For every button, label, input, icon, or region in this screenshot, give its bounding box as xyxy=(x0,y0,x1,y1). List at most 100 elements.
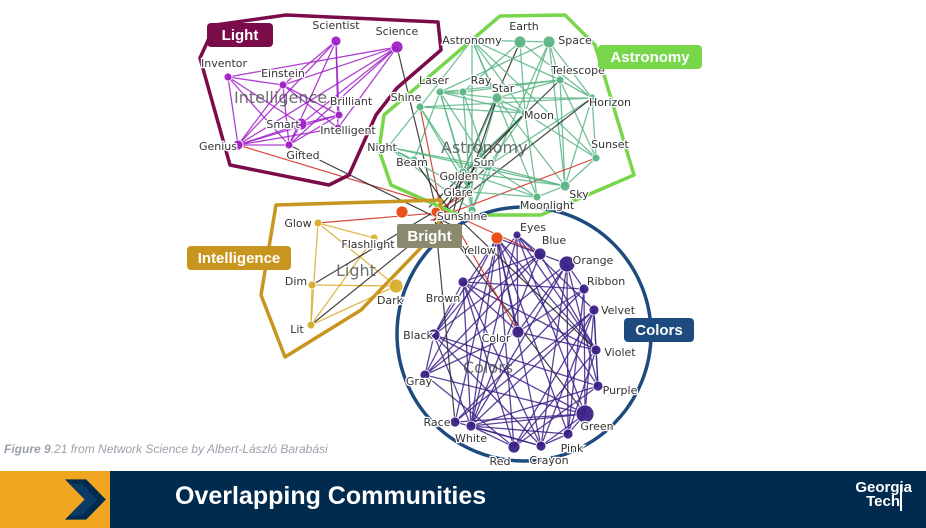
network-edge xyxy=(424,331,519,376)
node-black xyxy=(427,328,441,342)
node-label-smart: Smart xyxy=(266,118,300,131)
network-edge xyxy=(439,91,489,167)
network-edge xyxy=(387,146,471,193)
astronomy-community-tag: Astronomy xyxy=(598,45,702,69)
node-label-shine: Shine xyxy=(391,91,422,104)
node-label-blue: Blue xyxy=(542,234,567,247)
network-edge xyxy=(462,171,566,187)
overlap-node xyxy=(430,206,442,218)
node-label-science: Science xyxy=(376,25,419,38)
network-edge xyxy=(310,285,397,326)
network-edge xyxy=(496,79,561,99)
network-edge xyxy=(387,146,566,187)
node-smart xyxy=(294,117,308,131)
node-label-earth: Earth xyxy=(509,20,539,33)
network-edge xyxy=(471,39,550,43)
node-race xyxy=(449,416,461,428)
network-edge xyxy=(539,253,597,351)
node-moon xyxy=(520,108,530,118)
node-green xyxy=(575,404,595,424)
node-label-beam: Beam xyxy=(396,156,428,169)
cross-community-edge xyxy=(455,225,519,333)
network-edge xyxy=(470,309,595,427)
node-label-flashlight: Flashlight xyxy=(341,238,395,251)
intelligence-community-tag: Intelligence xyxy=(187,246,291,270)
network-edge xyxy=(439,41,550,93)
cross-community-edge xyxy=(439,220,586,415)
figure-caption: Figure 9.21 from Network Science by Albe… xyxy=(4,442,328,456)
node-sun xyxy=(482,160,494,172)
node-pink xyxy=(562,428,574,440)
network-edge xyxy=(424,237,498,376)
node-label-sky: Sky xyxy=(569,188,589,201)
network-edge xyxy=(564,97,593,187)
network-edge xyxy=(496,237,568,265)
network-edge xyxy=(462,281,585,290)
network-edge xyxy=(387,106,421,148)
network-edge xyxy=(227,46,398,78)
network-edge xyxy=(424,334,435,376)
node-label-brown: Brown xyxy=(426,292,461,305)
network-edge xyxy=(548,41,561,81)
node-laser xyxy=(435,87,445,97)
network-edge xyxy=(524,112,538,198)
node-crayon xyxy=(535,440,547,452)
network-edge xyxy=(519,41,593,99)
node-gray xyxy=(419,369,431,381)
node-inventor xyxy=(223,72,233,82)
node-label-black: Black xyxy=(403,329,433,342)
network-edge xyxy=(470,425,569,435)
node-label-pink: Pink xyxy=(561,442,584,455)
network-edge xyxy=(470,263,568,427)
colors-community-tag: Colors xyxy=(624,318,694,342)
node-beam xyxy=(409,155,419,165)
cross-community-edge xyxy=(311,210,437,286)
node-label-crayon: Crayon xyxy=(529,454,568,467)
network-edge xyxy=(517,288,585,333)
node-night xyxy=(383,142,393,152)
node-star xyxy=(491,92,503,104)
node-red xyxy=(507,440,521,454)
network-edge xyxy=(237,123,302,146)
cross-community-edge xyxy=(317,212,438,224)
network-edge xyxy=(227,76,302,125)
network-edge xyxy=(237,40,337,146)
cross-community-edge xyxy=(456,216,597,351)
node-label-genius: Genius xyxy=(199,140,237,153)
node-horizon xyxy=(587,93,597,103)
node-label-red: Red xyxy=(490,455,511,468)
node-sunset xyxy=(591,153,601,163)
cross-community-edge xyxy=(434,221,456,423)
network-edge xyxy=(471,39,597,159)
network-edge xyxy=(439,91,498,99)
slide-title: Overlapping Communities xyxy=(175,482,487,510)
node-white xyxy=(465,420,477,432)
node-eyes xyxy=(512,230,522,240)
node-label-glare: Glare xyxy=(443,186,473,199)
node-color xyxy=(511,325,525,339)
network-edge xyxy=(337,46,398,129)
svg-text:Intelligence: Intelligence xyxy=(198,250,281,267)
network-edge xyxy=(469,191,538,198)
node-label-astronomy: Astronomy xyxy=(442,34,502,47)
node-label-sunset: Sunset xyxy=(591,138,629,151)
node-brilliant xyxy=(334,110,344,120)
network-edge xyxy=(564,157,597,187)
network-edge xyxy=(433,334,586,415)
node-label-green: Green xyxy=(580,420,613,433)
network-edge xyxy=(310,284,313,326)
network-edge xyxy=(310,222,319,326)
network-edge xyxy=(433,234,518,336)
node-telescope xyxy=(555,75,565,85)
astronomy-community-outline xyxy=(377,13,636,217)
network-edge xyxy=(310,237,375,326)
network-edge xyxy=(237,127,339,146)
network-edge xyxy=(387,146,473,211)
network-edge xyxy=(470,237,498,427)
network-edge xyxy=(454,237,498,423)
network-edge xyxy=(567,288,585,435)
node-sunshine xyxy=(467,205,477,215)
network-edge xyxy=(548,41,593,99)
network-edge xyxy=(487,112,526,167)
network-edge xyxy=(540,309,595,447)
